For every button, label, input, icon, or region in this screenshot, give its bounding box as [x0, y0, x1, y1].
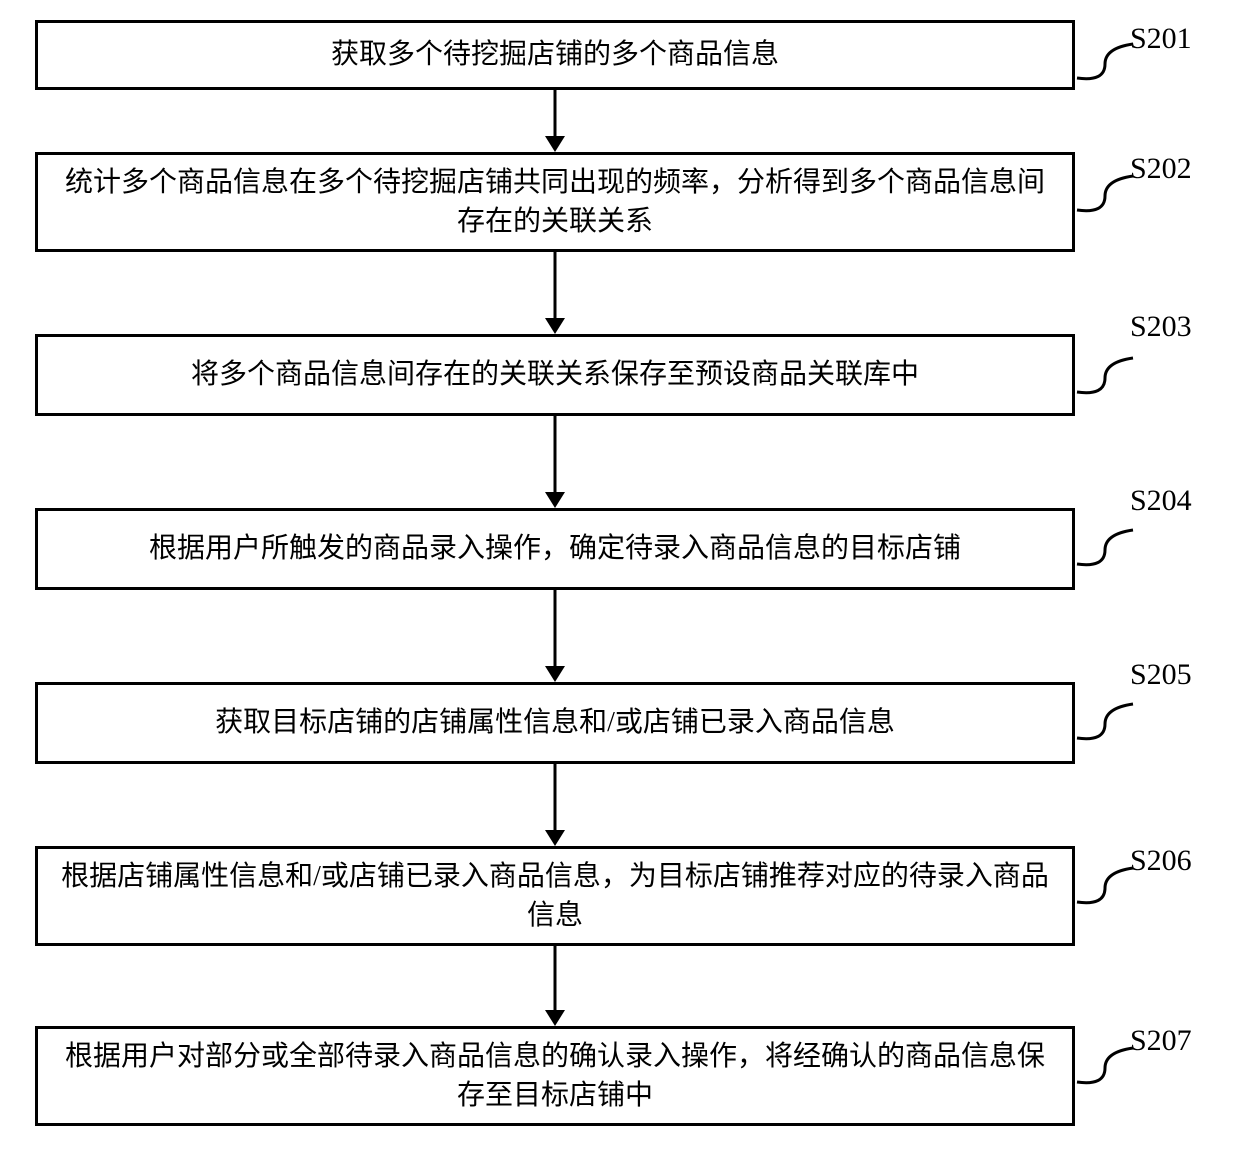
step-label-s202: S202: [1130, 152, 1192, 186]
arrow-line: [554, 252, 557, 318]
step-box-s205: 获取目标店铺的店铺属性信息和/或店铺已录入商品信息: [35, 682, 1075, 764]
curly-brace: [1075, 352, 1135, 396]
arrow-head-icon: [545, 830, 565, 846]
step-text: 根据店铺属性信息和/或店铺已录入商品信息，为目标店铺推荐对应的待录入商品信息: [58, 857, 1052, 935]
step-text: 根据用户所触发的商品录入操作，确定待录入商品信息的目标店铺: [149, 529, 961, 568]
step-label-s205: S205: [1130, 658, 1192, 692]
step-box-s202: 统计多个商品信息在多个待挖掘店铺共同出现的频率，分析得到多个商品信息间存在的关联…: [35, 152, 1075, 252]
step-box-s204: 根据用户所触发的商品录入操作，确定待录入商品信息的目标店铺: [35, 508, 1075, 590]
step-text: 获取多个待挖掘店铺的多个商品信息: [331, 35, 779, 74]
arrow-head-icon: [545, 666, 565, 682]
arrow-head-icon: [545, 136, 565, 152]
curly-brace: [1075, 524, 1135, 568]
arrow-line: [554, 946, 557, 1010]
curly-brace: [1075, 38, 1135, 82]
flowchart-canvas: 获取多个待挖掘店铺的多个商品信息 S201 统计多个商品信息在多个待挖掘店铺共同出现…: [0, 0, 1240, 1162]
arrow-line: [554, 416, 557, 492]
arrow-line: [554, 764, 557, 830]
step-text: 将多个商品信息间存在的关联关系保存至预设商品关联库中: [191, 355, 919, 394]
step-label-s201: S201: [1130, 22, 1192, 56]
step-text: 根据用户对部分或全部待录入商品信息的确认录入操作，将经确认的商品信息保存至目标店…: [58, 1037, 1052, 1115]
arrow-head-icon: [545, 318, 565, 334]
curly-brace: [1075, 1042, 1135, 1086]
step-text: 获取目标店铺的店铺属性信息和/或店铺已录入商品信息: [215, 703, 895, 742]
arrow-head-icon: [545, 492, 565, 508]
step-text: 统计多个商品信息在多个待挖掘店铺共同出现的频率，分析得到多个商品信息间存在的关联…: [58, 163, 1052, 241]
step-box-s203: 将多个商品信息间存在的关联关系保存至预设商品关联库中: [35, 334, 1075, 416]
step-box-s206: 根据店铺属性信息和/或店铺已录入商品信息，为目标店铺推荐对应的待录入商品信息: [35, 846, 1075, 946]
step-label-s204: S204: [1130, 484, 1192, 518]
step-label-s207: S207: [1130, 1024, 1192, 1058]
arrow-line: [554, 590, 557, 666]
step-box-s207: 根据用户对部分或全部待录入商品信息的确认录入操作，将经确认的商品信息保存至目标店…: [35, 1026, 1075, 1126]
curly-brace: [1075, 862, 1135, 906]
step-box-s201: 获取多个待挖掘店铺的多个商品信息: [35, 20, 1075, 90]
curly-brace: [1075, 698, 1135, 742]
step-label-s206: S206: [1130, 844, 1192, 878]
step-label-s203: S203: [1130, 310, 1192, 344]
curly-brace: [1075, 170, 1135, 214]
arrow-head-icon: [545, 1010, 565, 1026]
arrow-line: [554, 90, 557, 136]
